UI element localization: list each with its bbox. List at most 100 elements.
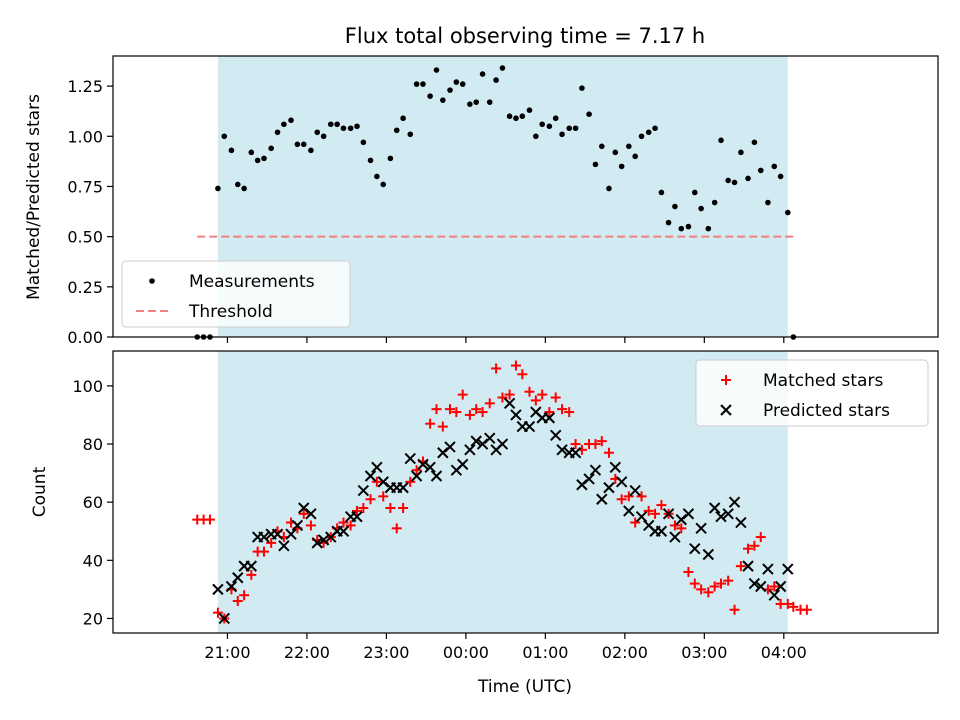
measurement-point [638, 133, 645, 140]
measurement-point [757, 167, 764, 174]
legend-label: Matched stars [763, 371, 883, 391]
measurement-point [711, 199, 718, 206]
predicted-star-point [351, 511, 363, 523]
legend-box [695, 359, 929, 427]
predicted-star-point [583, 473, 595, 485]
measurement-point [221, 133, 228, 140]
matched-star-point [530, 395, 541, 406]
predicted-star-point [357, 484, 370, 497]
bottom-axes-frame [112, 350, 939, 634]
matched-star-point [444, 404, 455, 415]
matched-star-point [204, 514, 215, 525]
matched-star-point [636, 491, 647, 502]
measurement-point [493, 77, 499, 83]
predicted-star-point [285, 528, 297, 540]
measurement-point [479, 71, 486, 77]
predicted-star-point [715, 511, 727, 523]
measurement-point [241, 185, 247, 192]
measurement-point [440, 97, 446, 103]
measurement-point [427, 93, 433, 99]
matched-star-point [338, 517, 349, 528]
predicted-star-point [735, 516, 747, 529]
predicted-star-point [556, 444, 568, 456]
matched-star-point [437, 421, 448, 432]
matched-star-point [266, 537, 277, 548]
predicted-star-point [218, 612, 230, 625]
measurement-point [672, 203, 678, 210]
matched-star-point [352, 505, 363, 516]
predicted-star-point [232, 572, 244, 584]
measurement-point [539, 121, 545, 128]
measurement-point [453, 79, 460, 85]
matched-star-point [735, 561, 746, 572]
measurement-point [506, 113, 513, 120]
measurement-point [407, 131, 414, 138]
predicted-star-point [371, 461, 383, 473]
measurement-point [705, 225, 712, 232]
top-panel: 0.00 0.25 0.50 0.75 1.00 1.25 Measurements Thre… [67, 55, 939, 347]
matched-star-point [603, 447, 614, 458]
measurement-point [314, 129, 321, 136]
matched-star-point [596, 436, 607, 447]
matched-star-point [497, 392, 508, 403]
predicted-star-point [417, 458, 429, 471]
predicted-star-point [305, 508, 317, 520]
top-axes-frame [112, 55, 939, 338]
predicted-star-point [655, 525, 668, 537]
matched-star-point [405, 476, 416, 487]
measurement-point [685, 223, 692, 230]
measurement-point [334, 121, 340, 128]
measurement-point [632, 153, 638, 160]
legend-marker-x [720, 404, 732, 416]
predicted-star-point [464, 444, 476, 456]
matched-star-point [544, 407, 555, 418]
x-tick-label: 02:00 [602, 643, 648, 662]
measurement-point [552, 115, 559, 122]
measurement-point [473, 99, 480, 105]
matched-star-point [504, 389, 515, 400]
measurement-point [215, 185, 221, 192]
matched-star-point [431, 404, 442, 415]
measurement-point [579, 85, 585, 91]
x-tick-label: 03:00 [681, 643, 727, 662]
matched-star-point [683, 566, 694, 577]
matched-star-point [391, 523, 402, 534]
predicted-star-point [615, 476, 628, 488]
predicted-star-point [484, 432, 496, 444]
legend-label: Threshold [188, 302, 273, 322]
top-legend: Measurements Threshold [121, 260, 351, 328]
predicted-star-point [457, 458, 469, 471]
matched-star-point [676, 523, 687, 534]
matched-star-point [623, 491, 634, 502]
matched-star-point [451, 407, 462, 418]
predicted-star-point [774, 580, 787, 593]
legend-label: Measurements [189, 272, 315, 292]
matched-star-point [457, 389, 468, 400]
predicted-star-point [549, 429, 562, 442]
matched-star-point [709, 581, 720, 592]
measurement-point [433, 67, 440, 73]
predicted-star-point [317, 534, 330, 546]
x-tick-label: 22:00 [284, 643, 330, 662]
measurement-point [228, 147, 235, 154]
measurement-point [354, 123, 360, 130]
legend-box [121, 260, 351, 328]
predicted-star-point [762, 563, 774, 575]
measurement-point [261, 155, 267, 162]
predicted-star-point [311, 537, 323, 549]
predicted-star-point [278, 540, 290, 552]
predicted-star-point [245, 560, 258, 572]
predicted-star-point [543, 412, 556, 424]
predicted-star-point [629, 484, 641, 497]
predicted-star-point [397, 481, 409, 494]
legend-label: Predicted stars [763, 401, 890, 421]
measurement-point [288, 117, 294, 124]
measurement-point [745, 175, 751, 182]
x-tick-label: 01:00 [522, 643, 568, 662]
measurement-point [678, 225, 685, 232]
measurement-point [320, 133, 327, 140]
matched-star-point [769, 581, 780, 592]
measurement-point [771, 163, 778, 170]
measurement-point [652, 125, 658, 132]
predicted-star-point [635, 511, 648, 523]
